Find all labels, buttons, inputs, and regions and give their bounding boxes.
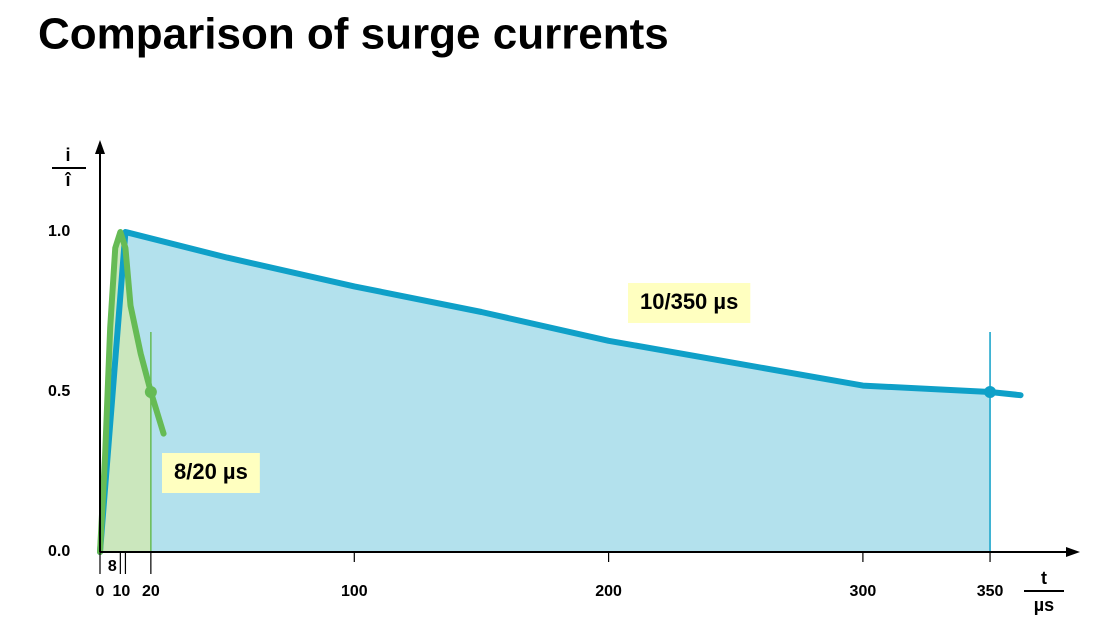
area-fill	[100, 232, 991, 552]
series-label: 10/350 µs	[640, 289, 738, 314]
half-value-point	[144, 386, 157, 398]
y-tick-label: 1.0	[48, 223, 70, 240]
series-line	[97, 229, 1024, 555]
y-label-denominator: î	[64, 170, 71, 190]
y-tick-label: 0.0	[48, 543, 70, 560]
x-tick-label: 20	[142, 583, 160, 600]
fills	[100, 232, 991, 552]
series-label: 8/20 µs	[174, 459, 248, 484]
x-label-numerator: t	[1041, 568, 1047, 588]
label-box	[628, 283, 751, 323]
label-box	[162, 453, 260, 493]
x-tick-label: 0	[96, 583, 105, 600]
y-axis-arrow	[95, 140, 105, 154]
x-tick-label: 200	[595, 583, 622, 600]
x-label-denominator: µs	[1034, 595, 1054, 615]
y-tick-label: 0.5	[48, 383, 70, 400]
x-tick-label: 8	[108, 558, 117, 575]
x-axis-arrow	[1066, 547, 1080, 557]
x-tick-label: 300	[850, 583, 877, 600]
y-label-numerator: i	[65, 145, 70, 165]
x-tick-label: 100	[341, 583, 368, 600]
half-value-point	[984, 386, 997, 398]
lines	[97, 229, 1024, 555]
series-line	[97, 229, 167, 555]
x-tick-label: 10	[113, 583, 131, 600]
x-tick-label: 350	[977, 583, 1004, 600]
chart-title: Comparison of surge currents	[38, 10, 669, 59]
